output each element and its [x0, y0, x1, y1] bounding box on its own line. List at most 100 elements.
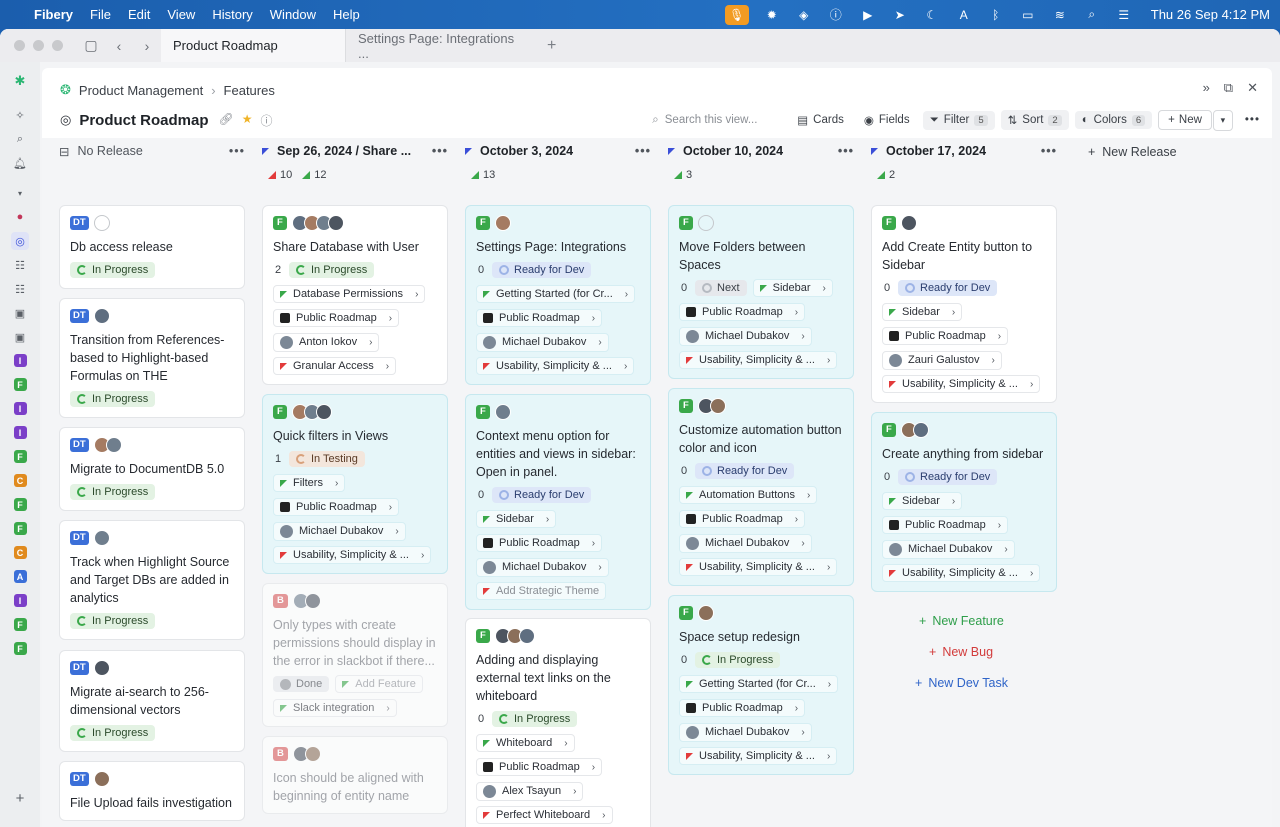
- feature-card[interactable]: F Context menu option for entities and vi…: [465, 394, 651, 610]
- field-pill[interactable]: Sidebar ›: [882, 303, 963, 321]
- card-title[interactable]: File Upload fails investigation: [70, 796, 232, 810]
- card-title[interactable]: Only types with create permissions shoul…: [273, 618, 436, 668]
- new-release-button[interactable]: + New Release: [1088, 145, 1177, 159]
- feature-card[interactable]: B Icon should be aligned with beginning o…: [262, 736, 448, 814]
- new-feature-button[interactable]: + New Feature: [919, 614, 1004, 628]
- back-arrow-icon[interactable]: ‹: [116, 37, 122, 54]
- column-header[interactable]: October 17, 2024 •••: [871, 138, 1057, 164]
- battery-icon[interactable]: ▭: [1022, 7, 1034, 22]
- more-options-icon[interactable]: •••: [837, 144, 854, 158]
- card-title[interactable]: Transition from References-based to High…: [70, 333, 225, 383]
- new-dropdown-chevron-icon[interactable]: ▾: [1212, 109, 1233, 131]
- sidebar-space-badge[interactable]: C: [13, 474, 27, 487]
- field-pill[interactable]: Zauri Galustov ›: [882, 350, 1002, 370]
- status-badge[interactable]: Next: [695, 280, 747, 296]
- sidebar-space-badge[interactable]: F: [13, 618, 27, 631]
- add-strategic-theme-pill[interactable]: Add Strategic Theme: [476, 582, 607, 600]
- menu-app-name[interactable]: Fibery: [34, 7, 74, 22]
- more-options-icon[interactable]: •••: [1040, 144, 1057, 158]
- feature-card[interactable]: DT File Upload fails investigation: [59, 761, 245, 821]
- field-pill[interactable]: Whiteboard ›: [476, 734, 575, 752]
- feature-card[interactable]: DT Track when Highlight Source and Target…: [59, 520, 245, 640]
- sidebar-space-badge[interactable]: A: [13, 570, 27, 583]
- compass-icon[interactable]: ◎: [11, 232, 29, 250]
- feature-card[interactable]: F Create anything from sidebar 0 Ready for …: [871, 412, 1057, 592]
- info-circle-icon[interactable]: ⓘ: [829, 8, 842, 22]
- assignee-avatars[interactable]: [93, 215, 110, 231]
- status-badge[interactable]: Ready for Dev: [898, 280, 998, 296]
- assignee-avatars[interactable]: [900, 215, 917, 231]
- menu-view[interactable]: View: [167, 7, 196, 22]
- tab-settings-integrations[interactable]: Settings Page: Integrations ...: [345, 29, 537, 62]
- feature-card[interactable]: F Share Database with User 2 In Progress Dat…: [262, 205, 448, 385]
- menu-help[interactable]: Help: [333, 7, 360, 22]
- status-badge[interactable]: In Progress: [492, 711, 578, 727]
- status-badge[interactable]: In Progress: [70, 391, 156, 407]
- field-pill[interactable]: Slack integration ›: [273, 699, 397, 717]
- status-badge[interactable]: In Progress: [70, 484, 156, 500]
- status-badge[interactable]: In Progress: [695, 652, 781, 668]
- field-pill[interactable]: Michael Dubakov ›: [273, 521, 406, 541]
- field-pill[interactable]: Getting Started (for Cr... ›: [476, 285, 636, 303]
- minimize-window-icon[interactable]: [33, 40, 44, 51]
- assignee-avatars[interactable]: [697, 605, 714, 621]
- more-options-icon[interactable]: •••: [634, 144, 651, 158]
- octopus-icon[interactable]: ●: [16, 211, 24, 223]
- feature-card[interactable]: B Only types with create permissions shou…: [262, 583, 448, 727]
- feature-card[interactable]: F Customize automation button color and i…: [668, 388, 854, 586]
- field-pill[interactable]: Public Roadmap ›: [679, 303, 806, 321]
- more-options-icon[interactable]: •••: [431, 144, 448, 158]
- sidebar-space-badge[interactable]: F: [13, 450, 27, 463]
- sidebar-space-badge[interactable]: F: [13, 498, 27, 511]
- feature-card[interactable]: DT Transition from References-based to Hi…: [59, 298, 245, 418]
- sidebar-toggle-icon[interactable]: ▢: [84, 37, 98, 53]
- clock[interactable]: Thu 26 Sep 4:12 PM: [1150, 7, 1270, 22]
- card-title[interactable]: Move Folders between Spaces: [679, 240, 806, 272]
- more-options-icon[interactable]: •••: [1244, 114, 1260, 126]
- assignee-avatars[interactable]: [697, 215, 714, 231]
- chevron-down-icon[interactable]: ▾: [17, 188, 22, 198]
- more-options-icon[interactable]: •••: [228, 144, 245, 158]
- assignee-avatars[interactable]: [93, 771, 110, 787]
- field-pill[interactable]: Michael Dubakov ›: [476, 557, 609, 577]
- status-badge[interactable]: Ready for Dev: [898, 469, 998, 485]
- status-badge[interactable]: In Progress: [70, 613, 156, 629]
- field-pill[interactable]: Usability, Simplicity & ... ›: [679, 351, 838, 369]
- status-badge[interactable]: Ready for Dev: [492, 262, 592, 278]
- field-pill[interactable]: Getting Started (for Cr... ›: [679, 675, 839, 693]
- card-title[interactable]: Quick filters in Views: [273, 429, 389, 443]
- link-icon[interactable]: 🔗︎: [218, 111, 234, 126]
- field-pill[interactable]: Michael Dubakov ›: [679, 326, 812, 346]
- control-center-icon[interactable]: ☰: [1118, 7, 1130, 22]
- feature-card[interactable]: F Space setup redesign 0 In Progress Getting…: [668, 595, 854, 775]
- sidebar-space-badge[interactable]: C: [13, 546, 27, 559]
- assignee-avatars[interactable]: [494, 628, 535, 644]
- assignee-avatars[interactable]: [292, 746, 321, 762]
- feature-card[interactable]: DT Db access release In Progress: [59, 205, 245, 289]
- info-icon[interactable]: ⓘ: [260, 113, 273, 128]
- field-pill[interactable]: Usability, Simplicity & ... ›: [679, 558, 838, 576]
- sidebar-space-badge[interactable]: I: [13, 594, 27, 607]
- status-badge[interactable]: In Progress: [70, 262, 156, 278]
- assignee-avatars[interactable]: [292, 593, 321, 609]
- status-badge[interactable]: Ready for Dev: [695, 463, 795, 479]
- field-pill[interactable]: Sidebar ›: [882, 492, 963, 510]
- keyboard-icon[interactable]: A: [959, 7, 968, 22]
- moon-icon[interactable]: ☾: [926, 7, 938, 22]
- card-title[interactable]: Adding and displaying external text link…: [476, 653, 611, 703]
- search-icon[interactable]: ⌕: [16, 132, 24, 145]
- add-space-icon[interactable]: +: [15, 789, 25, 807]
- field-pill[interactable]: Sidebar ›: [752, 279, 833, 297]
- card-title[interactable]: Space setup redesign: [679, 630, 800, 644]
- feature-card[interactable]: DT Migrate to DocumentDB 5.0 In Progress: [59, 427, 245, 511]
- field-pill[interactable]: Usability, Simplicity & ... ›: [679, 747, 838, 765]
- colors-button[interactable]: ◐ Colors 6: [1074, 111, 1153, 129]
- card-title[interactable]: Track when Highlight Source and Target D…: [70, 555, 230, 605]
- sidebar-space-badge[interactable]: F: [13, 378, 27, 391]
- open-in-panel-icon[interactable]: ⧉: [1223, 80, 1234, 95]
- field-pill[interactable]: Usability, Simplicity & ... ›: [476, 357, 635, 375]
- feature-card[interactable]: F Settings Page: Integrations 0 Ready for D…: [465, 205, 651, 385]
- feature-card[interactable]: F Adding and displaying external text lin…: [465, 618, 651, 827]
- field-pill[interactable]: Public Roadmap ›: [273, 309, 400, 327]
- new-button[interactable]: + New: [1158, 110, 1212, 130]
